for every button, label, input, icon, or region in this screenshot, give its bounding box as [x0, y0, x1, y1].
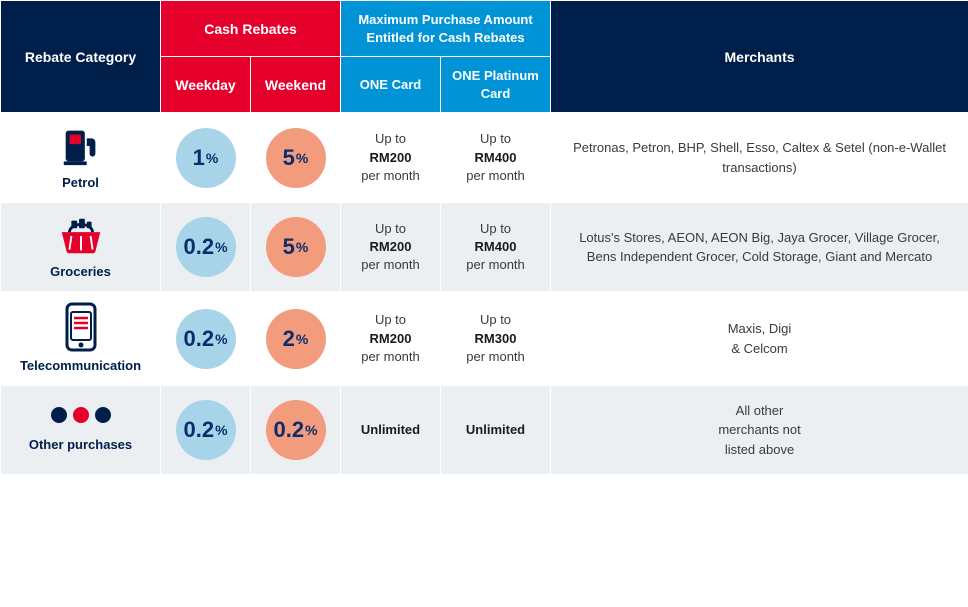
category-label: Telecommunication	[5, 358, 156, 373]
merchants-cell: Petronas, Petron, BHP, Shell, Esso, Calt…	[551, 113, 968, 203]
header-weekday: Weekday	[161, 57, 251, 113]
weekend-rate: 2%	[251, 292, 341, 386]
category-label: Groceries	[5, 264, 156, 279]
table-row: Other purchases0.2%0.2%UnlimitedUnlimite…	[1, 386, 968, 475]
category-cell: Telecommunication	[1, 292, 161, 386]
other-icon	[51, 407, 111, 423]
merchants-cell: All othermerchants notlisted above	[551, 386, 968, 475]
merchants-cell: Maxis, Digi& Celcom	[551, 292, 968, 386]
one-card-limit: Up toRM200per month	[341, 203, 441, 292]
platinum-card-limit: Unlimited	[441, 386, 551, 475]
table-row: Telecommunication 0.2%2%Up toRM200per mon…	[1, 292, 968, 386]
telecom-icon	[62, 302, 100, 352]
weekend-rate: 5%	[251, 203, 341, 292]
category-cell: Petrol	[1, 113, 161, 203]
weekday-rate: 1%	[161, 113, 251, 203]
petrol-icon	[58, 123, 104, 169]
one-card-limit: Unlimited	[341, 386, 441, 475]
weekend-rate: 0.2%	[251, 386, 341, 475]
table-row: Groceries 0.2%5%Up toRM200per monthUp toR…	[1, 203, 968, 292]
header-merchants: Merchants	[551, 1, 968, 113]
merchants-cell: Lotus's Stores, AEON, AEON Big, Jaya Gro…	[551, 203, 968, 292]
weekday-rate: 0.2%	[161, 203, 251, 292]
table-row: Petrol 1%5%Up toRM200per monthUp toRM400p…	[1, 113, 968, 203]
weekday-rate: 0.2%	[161, 292, 251, 386]
one-card-limit: Up toRM200per month	[341, 113, 441, 203]
groceries-icon	[56, 214, 106, 258]
header-weekend: Weekend	[251, 57, 341, 113]
category-label: Other purchases	[5, 437, 156, 452]
rebate-table: Rebate Category Cash Rebates Maximum Pur…	[0, 0, 968, 475]
platinum-card-limit: Up toRM400per month	[441, 113, 551, 203]
header-one-platinum: ONE Platinum Card	[441, 57, 551, 113]
header-category: Rebate Category	[1, 1, 161, 113]
header-one-card: ONE Card	[341, 57, 441, 113]
header-max-purchase: Maximum Purchase Amount Entitled for Cas…	[341, 1, 551, 57]
category-cell: Other purchases	[1, 386, 161, 475]
platinum-card-limit: Up toRM300per month	[441, 292, 551, 386]
platinum-card-limit: Up toRM400per month	[441, 203, 551, 292]
category-label: Petrol	[5, 175, 156, 190]
weekend-rate: 5%	[251, 113, 341, 203]
one-card-limit: Up toRM200per month	[341, 292, 441, 386]
category-cell: Groceries	[1, 203, 161, 292]
header-cash-rebates: Cash Rebates	[161, 1, 341, 57]
weekday-rate: 0.2%	[161, 386, 251, 475]
